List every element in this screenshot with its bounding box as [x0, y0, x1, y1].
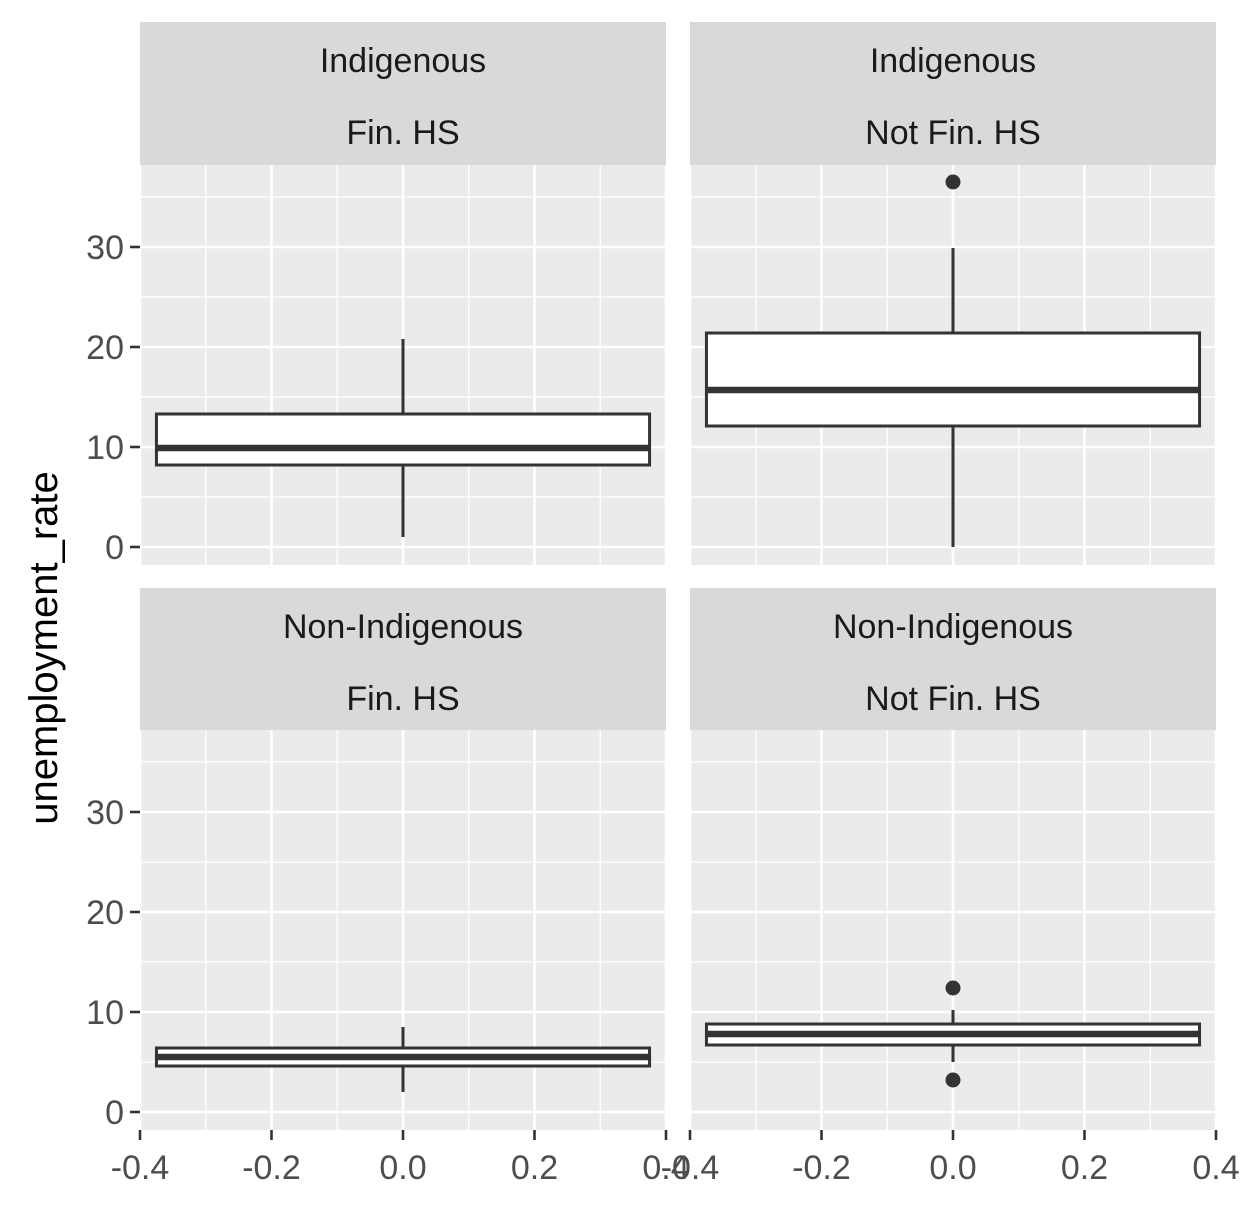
iqr-box: [704, 331, 1202, 428]
x-tick-label: -0.4: [111, 1149, 170, 1187]
y-tick-label: 20: [86, 894, 124, 932]
y-tick-label: 20: [86, 329, 124, 367]
x-tick-label: 0.0: [929, 1149, 976, 1187]
facet-strip-label: Not Fin. HS: [865, 680, 1041, 718]
outlier-point: [945, 1072, 961, 1088]
facet-strip-label: Fin. HS: [346, 114, 459, 152]
facet-strip: [140, 588, 666, 730]
x-tick-label: -0.4: [661, 1149, 720, 1187]
x-tick-label: 0.4: [1192, 1149, 1239, 1187]
y-tick-label: 30: [86, 794, 124, 832]
y-tick-label: 0: [105, 1094, 124, 1132]
x-tick-label: -0.2: [242, 1149, 301, 1187]
y-axis-title: unemployment_rate: [22, 471, 66, 825]
outlier-point: [945, 980, 961, 996]
x-tick-label: 0.0: [379, 1149, 426, 1187]
y-tick-label: 0: [105, 529, 124, 567]
x-tick-label: 0.2: [511, 1149, 558, 1187]
facet-strip: [690, 22, 1216, 165]
facet-strip-label: Not Fin. HS: [865, 114, 1041, 152]
facet-strip: [690, 588, 1216, 730]
x-tick-label: 0.4: [642, 1149, 689, 1187]
facet-strip-label: Fin. HS: [346, 680, 459, 718]
facet-strip-label: Non-Indigenous: [283, 608, 523, 646]
x-tick-label: 0.2: [1061, 1149, 1108, 1187]
y-tick-label: 30: [86, 229, 124, 267]
facet-strip: [140, 22, 666, 165]
y-tick-label: 10: [86, 429, 124, 467]
outlier-point: [945, 174, 961, 190]
facet-strip-label: Indigenous: [320, 42, 486, 80]
iqr-box: [154, 412, 652, 467]
facet-strip-label: Indigenous: [870, 42, 1036, 80]
x-tick-label: -0.2: [792, 1149, 851, 1187]
y-tick-label: 10: [86, 994, 124, 1032]
facet-strip-label: Non-Indigenous: [833, 608, 1073, 646]
